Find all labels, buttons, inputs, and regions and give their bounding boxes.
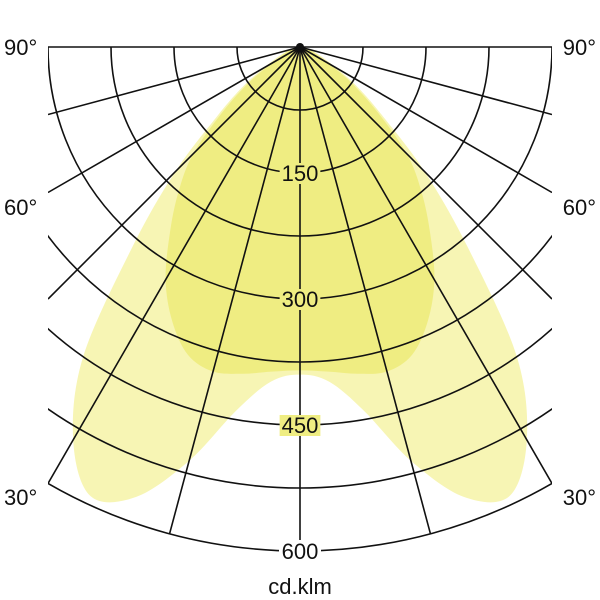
tick-label-background [279, 541, 321, 562]
angle-label-left: 30° [4, 485, 37, 510]
radial-line-45 [299, 46, 552, 300]
tick-label-background [279, 163, 321, 184]
radial-tick-label: 450 [282, 413, 319, 438]
radial-tick-label: 600 [282, 539, 319, 564]
radial-tick-label: 150 [282, 161, 319, 186]
radial-line--30 [48, 46, 301, 484]
radial-line--15 [168, 46, 301, 535]
angle-label-right: 90° [563, 35, 596, 60]
grid [48, 46, 552, 552]
radial-line-60 [299, 46, 552, 194]
radial-line-15 [299, 46, 432, 535]
radial-line-75 [299, 46, 552, 116]
radial-line--45 [48, 46, 301, 300]
tick-label-background [279, 289, 321, 310]
angle-label-right: 30° [563, 485, 596, 510]
radial-line-30 [299, 46, 552, 484]
angle-label-left: 60° [4, 195, 37, 220]
center-point [296, 43, 304, 51]
radial-line--60 [48, 46, 301, 194]
angle-label-right: 60° [563, 195, 596, 220]
tick-label-background [279, 415, 321, 436]
unit-label: cd.klm [268, 574, 332, 599]
radial-line--75 [48, 46, 301, 116]
radial-tick-label: 300 [282, 287, 319, 312]
angle-label-left: 90° [4, 35, 37, 60]
